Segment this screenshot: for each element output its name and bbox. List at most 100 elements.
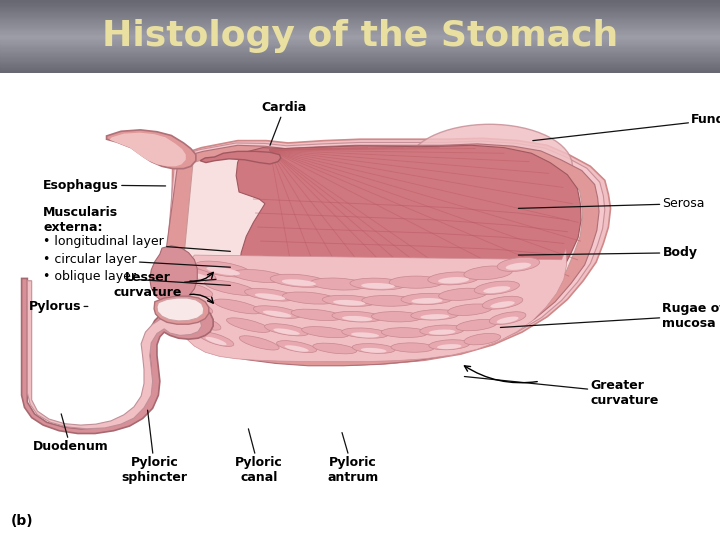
Bar: [0, 15, 720, 17]
Bar: [0, 31, 720, 33]
Ellipse shape: [389, 276, 443, 288]
Polygon shape: [154, 296, 209, 324]
Ellipse shape: [429, 340, 469, 350]
Bar: [0, 48, 720, 50]
Ellipse shape: [497, 316, 518, 323]
Bar: [0, 0, 720, 1]
Polygon shape: [22, 279, 213, 434]
Bar: [0, 17, 720, 19]
Ellipse shape: [391, 343, 434, 352]
Ellipse shape: [420, 314, 449, 319]
Ellipse shape: [227, 318, 270, 333]
Ellipse shape: [464, 333, 500, 345]
Ellipse shape: [505, 262, 531, 270]
Ellipse shape: [428, 329, 456, 335]
Bar: [0, 66, 720, 68]
Ellipse shape: [350, 278, 406, 290]
Ellipse shape: [189, 315, 221, 330]
Bar: [0, 38, 720, 40]
Polygon shape: [107, 130, 196, 168]
Bar: [0, 42, 720, 44]
Ellipse shape: [438, 288, 487, 300]
Ellipse shape: [245, 288, 295, 301]
Ellipse shape: [214, 299, 261, 314]
Text: Duodenum: Duodenum: [32, 414, 108, 453]
Ellipse shape: [411, 298, 443, 303]
Ellipse shape: [282, 279, 316, 286]
Bar: [0, 32, 720, 34]
Text: • longitudinal layer: • longitudinal layer: [43, 235, 230, 251]
Text: Body: Body: [518, 246, 698, 259]
Text: Greater
curvature: Greater curvature: [464, 376, 659, 407]
Text: Pyloric
antrum: Pyloric antrum: [327, 433, 379, 484]
Ellipse shape: [474, 281, 519, 294]
Bar: [0, 45, 720, 48]
Bar: [0, 21, 720, 23]
Bar: [0, 11, 720, 14]
Bar: [0, 12, 720, 15]
Ellipse shape: [407, 124, 572, 208]
Polygon shape: [176, 151, 582, 362]
Ellipse shape: [448, 304, 492, 315]
Text: Histology of the Stomach: Histology of the Stomach: [102, 19, 618, 53]
Bar: [0, 20, 720, 22]
Bar: [0, 60, 720, 62]
Text: Serosa: Serosa: [518, 197, 705, 210]
Bar: [0, 43, 720, 45]
Ellipse shape: [428, 272, 480, 285]
Text: Pylorus: Pylorus: [29, 300, 88, 313]
Bar: [0, 69, 720, 70]
Ellipse shape: [382, 328, 428, 338]
Ellipse shape: [191, 273, 210, 280]
Polygon shape: [158, 141, 605, 365]
Ellipse shape: [198, 332, 234, 347]
Ellipse shape: [263, 310, 292, 318]
Ellipse shape: [464, 266, 513, 280]
Bar: [0, 46, 720, 49]
Bar: [0, 61, 720, 63]
Text: Fundus: Fundus: [533, 113, 720, 140]
Bar: [0, 35, 720, 36]
Bar: [0, 58, 720, 59]
Polygon shape: [162, 138, 611, 365]
Polygon shape: [150, 246, 197, 303]
Ellipse shape: [255, 293, 285, 300]
Bar: [0, 1, 720, 2]
Ellipse shape: [189, 304, 207, 313]
Bar: [0, 19, 720, 21]
Bar: [0, 37, 720, 39]
Polygon shape: [157, 144, 599, 366]
Ellipse shape: [362, 295, 415, 306]
Ellipse shape: [342, 328, 388, 338]
Text: Esophagus: Esophagus: [43, 179, 166, 192]
Ellipse shape: [239, 336, 279, 350]
Ellipse shape: [184, 299, 212, 314]
Bar: [0, 8, 720, 10]
Ellipse shape: [483, 286, 510, 293]
Bar: [0, 71, 720, 73]
Text: Cardia: Cardia: [262, 102, 307, 145]
Text: Lesser
curvature: Lesser curvature: [114, 272, 216, 300]
Bar: [0, 50, 720, 52]
Ellipse shape: [352, 343, 395, 353]
Bar: [0, 65, 720, 67]
Bar: [0, 27, 720, 29]
Bar: [0, 70, 720, 72]
Ellipse shape: [361, 283, 395, 289]
Text: • circular layer: • circular layer: [43, 253, 230, 267]
Ellipse shape: [204, 280, 256, 295]
Ellipse shape: [284, 345, 309, 352]
Text: (b): (b): [11, 514, 33, 528]
Bar: [0, 16, 720, 18]
Bar: [0, 10, 720, 12]
Ellipse shape: [276, 341, 317, 353]
Bar: [0, 6, 720, 9]
Bar: [0, 22, 720, 24]
Bar: [0, 51, 720, 53]
Bar: [0, 14, 720, 16]
Bar: [0, 9, 720, 11]
Ellipse shape: [323, 295, 376, 306]
Polygon shape: [200, 151, 281, 164]
Text: Pyloric
sphincter: Pyloric sphincter: [122, 410, 188, 484]
Bar: [0, 54, 720, 56]
